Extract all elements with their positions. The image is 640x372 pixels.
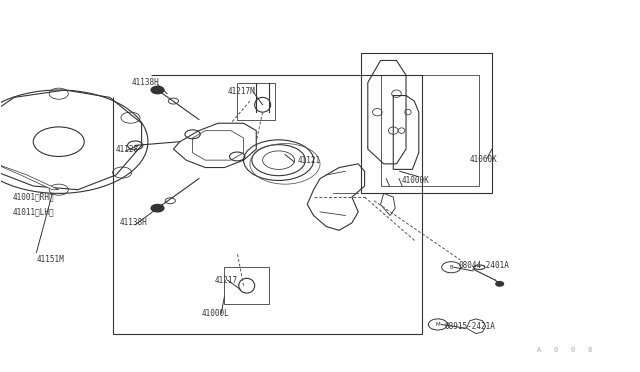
Text: 08044-2401A: 08044-2401A bbox=[459, 261, 510, 270]
Bar bbox=[362, 53, 492, 193]
Polygon shape bbox=[0, 127, 59, 190]
Text: 41151M: 41151M bbox=[36, 255, 64, 264]
Text: B: B bbox=[449, 265, 453, 270]
Text: 41217: 41217 bbox=[215, 276, 238, 285]
Text: 41000K: 41000K bbox=[401, 176, 429, 185]
Text: 41121: 41121 bbox=[298, 155, 321, 165]
Text: 41128: 41128 bbox=[116, 145, 140, 154]
Bar bbox=[237, 83, 275, 119]
Text: 41001〈RH〉: 41001〈RH〉 bbox=[13, 193, 54, 202]
Text: A   0   0   8: A 0 0 8 bbox=[537, 347, 592, 353]
Text: 08915-2421A: 08915-2421A bbox=[445, 322, 496, 331]
Text: 41217M: 41217M bbox=[228, 87, 255, 96]
Circle shape bbox=[151, 86, 164, 94]
Text: M: M bbox=[436, 322, 440, 327]
Text: 41011〈LH〉: 41011〈LH〉 bbox=[13, 207, 54, 217]
Text: 41060K: 41060K bbox=[470, 155, 497, 164]
Text: 41138H: 41138H bbox=[119, 218, 147, 227]
Text: 41000L: 41000L bbox=[202, 309, 230, 318]
Circle shape bbox=[151, 205, 164, 212]
Text: 41138H: 41138H bbox=[132, 78, 160, 87]
Circle shape bbox=[496, 282, 504, 286]
Bar bbox=[381, 75, 479, 186]
Bar bbox=[225, 267, 269, 304]
